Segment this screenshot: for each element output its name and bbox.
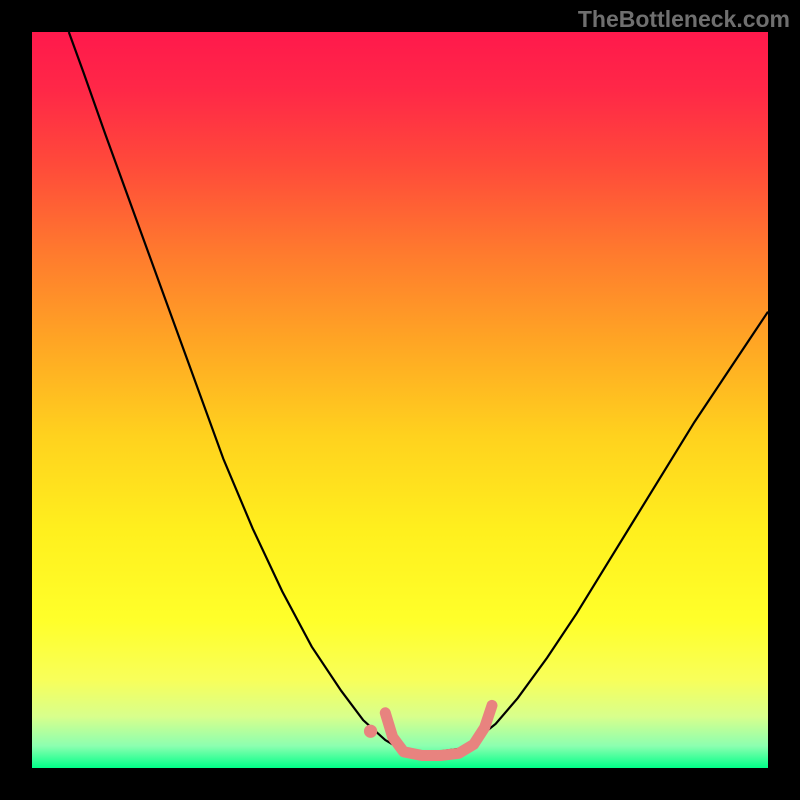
watermark-text: TheBottleneck.com [578,6,790,33]
plot-area-gradient [32,32,768,768]
valley-marker-dot [364,725,377,738]
figure-frame: TheBottleneck.com [0,0,800,800]
chart-svg [0,0,800,800]
